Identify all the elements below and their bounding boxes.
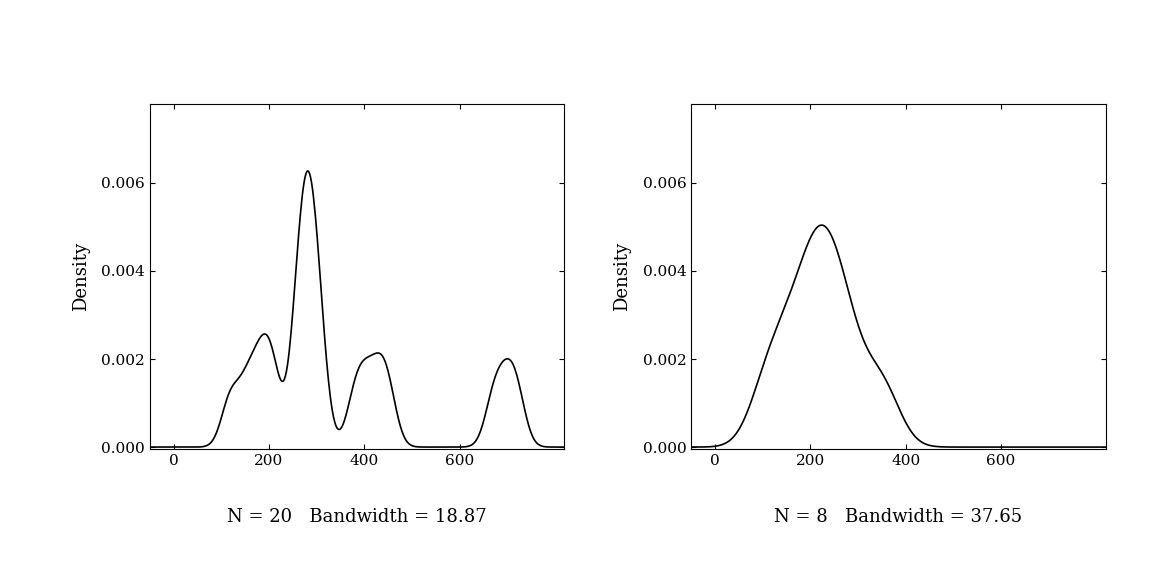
Text: N = 8   Bandwidth = 37.65: N = 8 Bandwidth = 37.65	[774, 508, 1023, 526]
Y-axis label: Density: Density	[614, 242, 631, 311]
Text: N = 20   Bandwidth = 18.87: N = 20 Bandwidth = 18.87	[227, 508, 487, 526]
Y-axis label: Density: Density	[73, 242, 90, 311]
